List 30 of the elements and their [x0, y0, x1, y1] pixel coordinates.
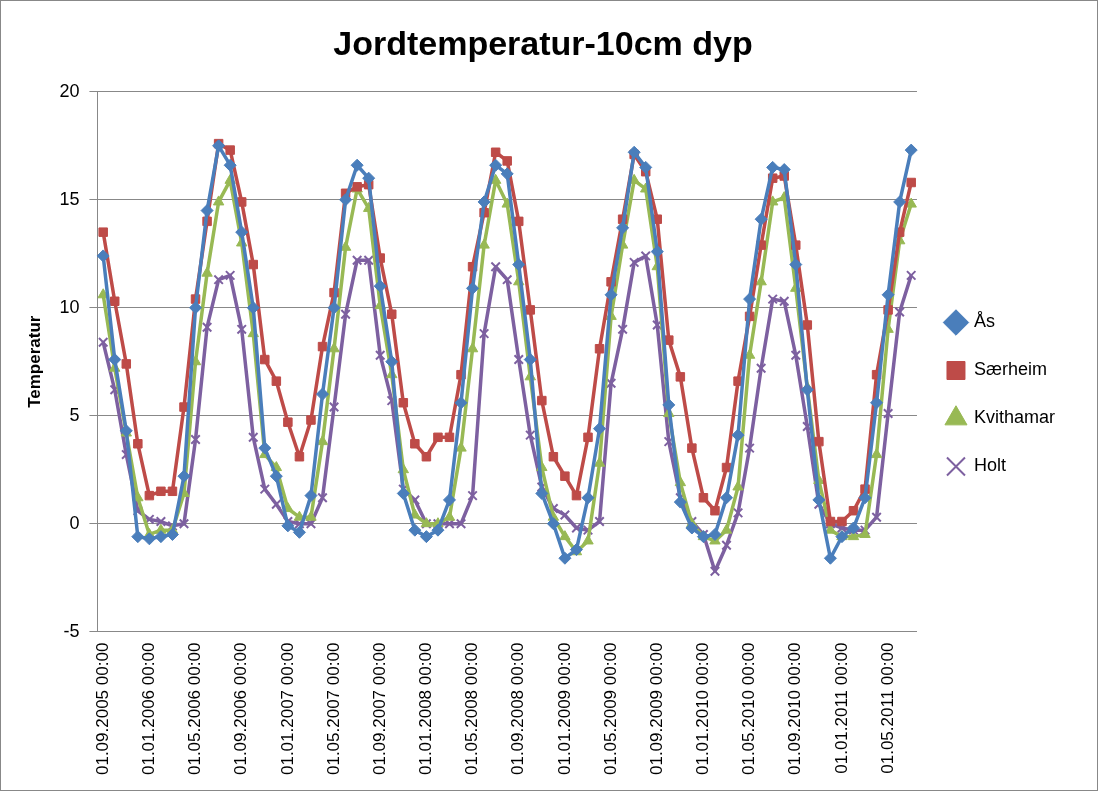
- x-tick-label: 01.01.2008 00:00: [416, 642, 436, 776]
- x-tick-label: 01.05.2011 00:00: [877, 642, 897, 774]
- x-tick-label: 01.01.2009 00:00: [554, 642, 574, 776]
- y-axis-title: Temperatur: [24, 315, 44, 408]
- x-tick-label: 01.01.2006 00:00: [139, 642, 159, 776]
- y-tick-label: 10: [59, 296, 80, 317]
- x-tick-label: 01.05.2009 00:00: [600, 642, 620, 776]
- x-tick-label: 01.01.2011 00:00: [831, 642, 851, 774]
- y-tick-label: 0: [69, 512, 80, 533]
- x-tick-label: 01.09.2008 00:00: [508, 642, 528, 776]
- legend-label: Holt: [973, 455, 1006, 476]
- chart-title: Jordtemperatur-10cm dyp: [333, 23, 753, 62]
- x-tick-label: 01.09.2009 00:00: [646, 642, 666, 776]
- x-tick-label: 01.05.2007 00:00: [323, 642, 343, 776]
- x-tick-label: 01.01.2010 00:00: [693, 642, 713, 776]
- y-tick-label: 15: [59, 188, 80, 209]
- x-tick-label: 01.09.2010 00:00: [785, 642, 805, 776]
- x-tick-label: 01.09.2005 00:00: [92, 642, 112, 776]
- x-tick-label: 01.09.2006 00:00: [231, 642, 251, 776]
- x-tick-label: 01.05.2008 00:00: [462, 642, 482, 776]
- y-tick-label: 20: [59, 80, 80, 101]
- x-tick-label: 01.05.2006 00:00: [185, 642, 205, 776]
- x-tick-label: 01.01.2007 00:00: [277, 642, 297, 776]
- legend-label: Særheim: [973, 359, 1047, 380]
- legend-label: Kvithamar: [973, 407, 1056, 428]
- y-tick-label: 5: [69, 404, 80, 425]
- x-tick-label: 01.09.2007 00:00: [369, 642, 389, 776]
- y-tick-label: -5: [63, 620, 80, 641]
- legend-label: Ås: [973, 311, 995, 332]
- x-tick-label: 01.05.2010 00:00: [739, 642, 759, 776]
